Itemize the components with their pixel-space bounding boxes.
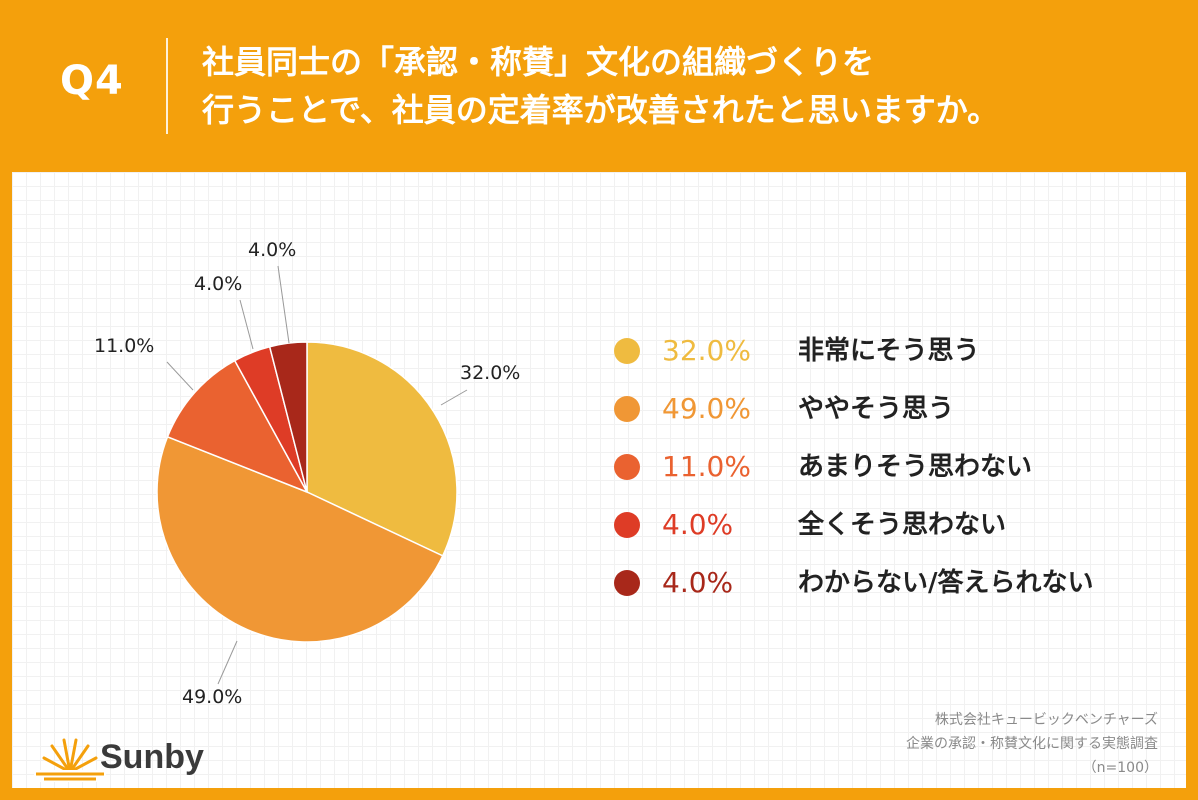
legend-swatch [614, 396, 640, 422]
legend-value: 49.0% [662, 392, 751, 425]
legend-swatch [614, 454, 640, 480]
leader-line-4 [239, 299, 254, 350]
data-label-1: 32.0% [460, 362, 520, 384]
source-note: 株式会社キュービックベンチャーズ 企業の承認・称賛文化に関する実態調査 （n=1… [906, 708, 1158, 780]
question-text: 社員同士の「承認・称賛」文化の組織づくりを 行うことで、社員の定着率が改善された… [202, 38, 999, 134]
leader-line-3 [166, 361, 194, 391]
pie-slice-5 [268, 341, 308, 493]
legend-value: 32.0% [662, 334, 751, 367]
source-survey: 企業の承認・称賛文化に関する実態調査 [906, 736, 1158, 752]
legend-label: 全くそう思わない [798, 510, 1007, 540]
source-sample-size: （n=100） [1082, 760, 1158, 776]
leader-line-1 [440, 389, 468, 406]
header: Q4 社員同士の「承認・称賛」文化の組織づくりを 行うことで、社員の定着率が改善… [0, 0, 1198, 172]
logo-text: Sunby [100, 738, 204, 776]
data-label-4: 4.0% [194, 273, 242, 295]
legend-swatch [614, 570, 640, 596]
legend-swatch [614, 512, 640, 538]
chart-panel: 32.0% 49.0% 11.0% 4.0% 4.0% 32.0% 非常にそう思う 49.0… [12, 172, 1186, 788]
legend-value: 11.0% [662, 450, 751, 483]
question-line-2: 行うことで、社員の定着率が改善されたと思いますか。 [202, 91, 1000, 129]
question-number: Q4 [60, 58, 124, 104]
data-label-3: 11.0% [94, 335, 154, 357]
legend-label: あまりそう思わない [798, 452, 1033, 482]
sunby-logo-icon [34, 738, 106, 782]
leader-line-5 [277, 265, 290, 344]
legend-value: 4.0% [662, 508, 734, 541]
legend-label: ややそう思う [798, 394, 955, 424]
pie-slice-1 [306, 341, 458, 557]
pie-slice-3 [166, 359, 309, 494]
legend-label: わからない/答えられない [798, 568, 1094, 598]
pie-chart: 32.0% 49.0% 11.0% 4.0% 4.0% [94, 239, 520, 708]
question-line-1: 社員同士の「承認・称賛」文化の組織づくりを [202, 43, 875, 81]
pie-slice-2 [156, 435, 444, 643]
source-company: 株式会社キュービックベンチャーズ [934, 712, 1158, 728]
header-divider [166, 38, 168, 134]
leader-line-2 [217, 640, 238, 685]
data-label-2: 49.0% [182, 686, 242, 708]
legend-value: 4.0% [662, 566, 734, 599]
legend-label: 非常にそう思う [798, 336, 980, 366]
data-label-5: 4.0% [248, 239, 296, 261]
legend-swatch [614, 338, 640, 364]
